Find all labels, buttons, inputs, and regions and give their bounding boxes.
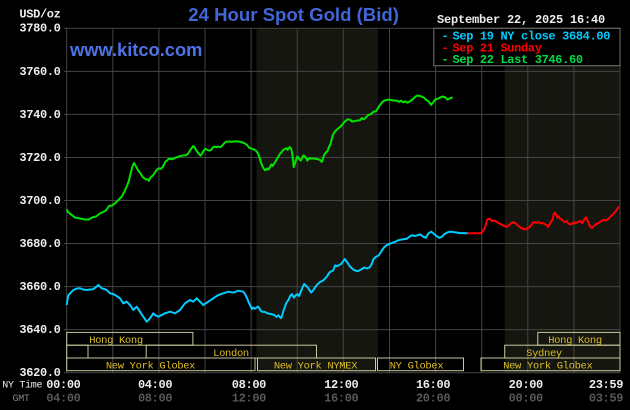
svg-text:3720.0: 3720.0 [19,151,60,165]
svg-text:-: - [442,30,449,44]
svg-text:03:59: 03:59 [589,392,623,406]
svg-text:-: - [442,53,449,67]
svg-text:12:00: 12:00 [232,392,266,406]
svg-text:24 Hour Spot Gold (Bid): 24 Hour Spot Gold (Bid) [188,4,399,25]
svg-text:GMT: GMT [13,394,30,405]
svg-text:-: - [442,41,449,55]
svg-text:New York Globex: New York Globex [503,361,592,373]
svg-text:www.kitco.com: www.kitco.com [69,39,202,60]
svg-text:3660.0: 3660.0 [19,280,60,294]
svg-text:USD/oz: USD/oz [19,8,60,22]
svg-text:3700.0: 3700.0 [19,194,60,208]
svg-text:New York NYMEX: New York NYMEX [274,361,358,373]
svg-text:23:59: 23:59 [589,378,623,392]
svg-text:3760.0: 3760.0 [19,65,60,79]
svg-text:London: London [213,348,249,360]
svg-text:Hong Kong: Hong Kong [548,335,602,347]
svg-text:16:00: 16:00 [416,378,450,392]
svg-text:04:00: 04:00 [46,392,80,406]
svg-text:Sep 19 NY close 3684.00: Sep 19 NY close 3684.00 [453,30,611,44]
svg-text:Sep 22 Last 3746.60: Sep 22 Last 3746.60 [453,53,583,67]
svg-text:Hong Kong: Hong Kong [89,335,143,347]
svg-text:04:00: 04:00 [138,378,172,392]
svg-text:September 22, 2025 16:40: September 22, 2025 16:40 [437,13,605,27]
svg-text:08:00: 08:00 [232,378,266,392]
svg-text:NY Time: NY Time [2,379,42,391]
svg-text:3680.0: 3680.0 [19,237,60,251]
svg-text:3620.0: 3620.0 [19,366,60,380]
svg-text:20:00: 20:00 [416,392,450,406]
svg-text:3780.0: 3780.0 [19,22,60,36]
svg-text:08:00: 08:00 [138,392,172,406]
svg-text:NY Globex: NY Globex [390,361,444,373]
svg-text:16:00: 16:00 [324,392,358,406]
svg-text:New York Globex: New York Globex [106,361,195,373]
svg-text:Sydney: Sydney [526,348,562,360]
svg-text:3640.0: 3640.0 [19,323,60,337]
svg-text:12:00: 12:00 [324,378,358,392]
svg-text:3740.0: 3740.0 [19,108,60,122]
svg-text:00:00: 00:00 [46,378,80,392]
svg-text:Sep 21 Sunday: Sep 21 Sunday [453,41,542,55]
svg-text:00:00: 00:00 [509,392,543,406]
svg-text:20:00: 20:00 [509,378,543,392]
